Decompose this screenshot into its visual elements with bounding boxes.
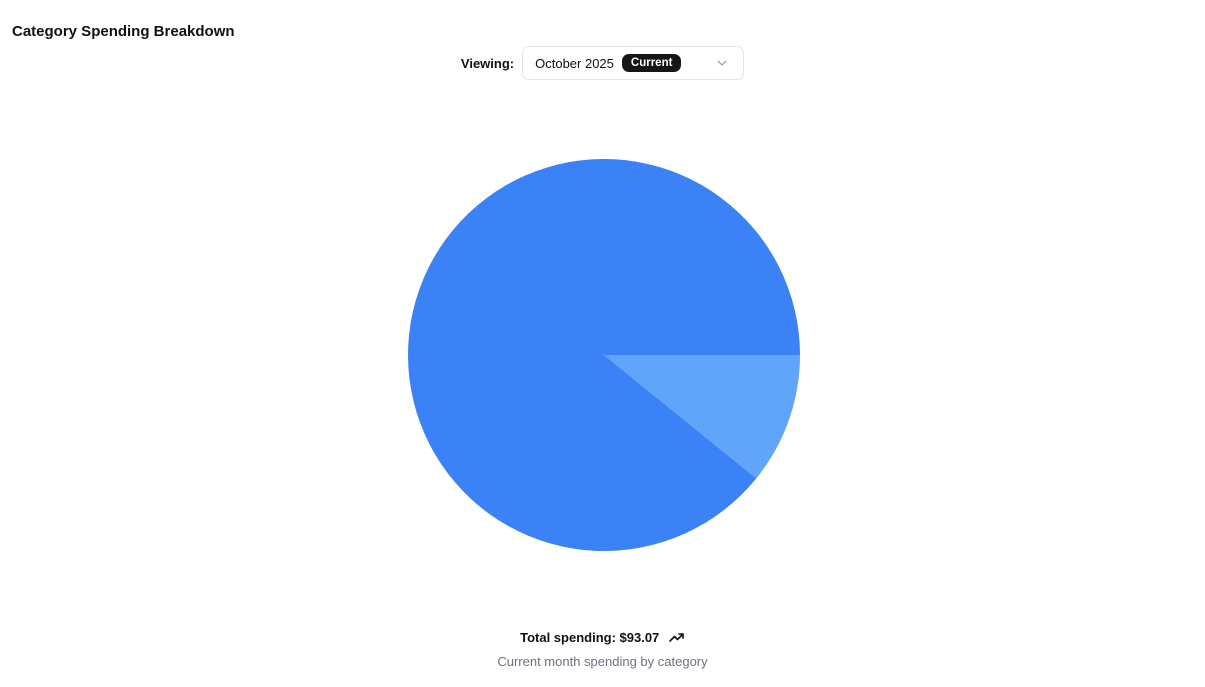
- viewing-label: Viewing:: [460, 55, 515, 71]
- total-spending: Total spending: $93.07: [0, 630, 1205, 645]
- trending-up-icon: [669, 633, 684, 642]
- page-title: Category Spending Breakdown: [12, 23, 235, 40]
- selected-month: October 2025: [535, 55, 614, 71]
- chart-caption: Current month spending by category: [497, 654, 708, 669]
- current-badge: Current: [621, 54, 682, 72]
- total-spending-text: Total spending: $93.07: [520, 630, 660, 645]
- period-selector-row: Viewing: October 2025 Current: [0, 46, 1205, 80]
- pie-slice-1[interactable]: [604, 355, 800, 479]
- pie-slice-0[interactable]: [408, 158, 800, 551]
- chevron-down-icon: [717, 60, 727, 66]
- month-select[interactable]: October 2025 Current: [522, 46, 745, 80]
